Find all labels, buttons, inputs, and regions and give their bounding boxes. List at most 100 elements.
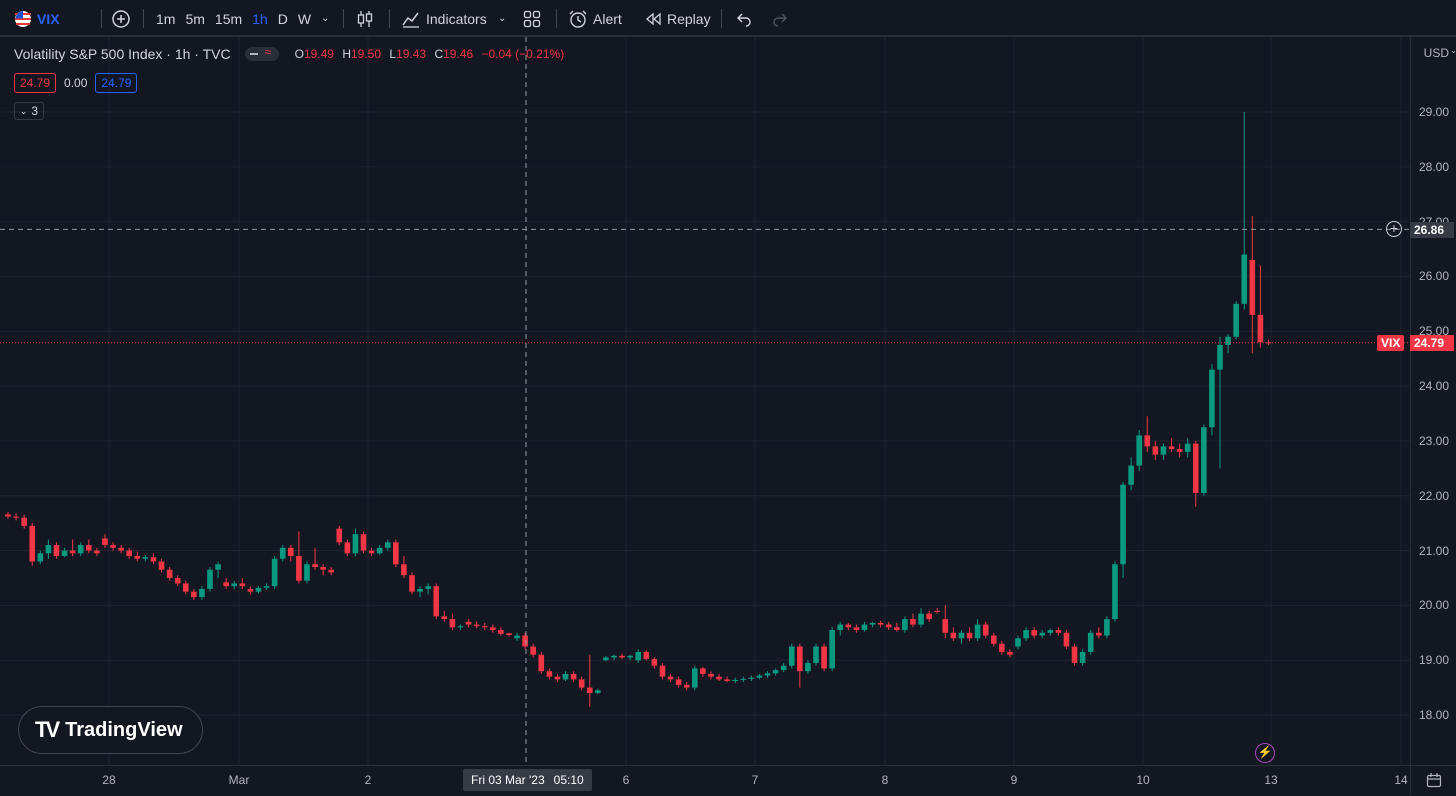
crosshair-date: Fri 03 Mar '23 [471,773,545,787]
top-toolbar: VIX 1m 5m 15m 1h D W ⌄ Indicators ⌄ [0,0,1456,37]
brand-name: TradingView [65,718,183,741]
time-tick-label: 6 [622,773,630,787]
price-axis[interactable]: USD ⌄ 29.0028.0027.0026.0025.0024.0023.0… [1410,37,1456,765]
candle-body [255,587,262,592]
price-tick-label: 21.00 [1418,543,1449,558]
indicators-collapse-button[interactable]: ⌄ 3 [14,102,44,120]
indicators-label: Indicators [426,10,487,27]
candle-body [5,514,11,517]
price-tick-label: 24.00 [1418,379,1449,394]
add-alert-plus-icon[interactable]: + [1386,221,1402,237]
candlestick-chart[interactable] [0,37,1410,765]
candle-body [506,633,512,635]
candle-body [538,654,545,672]
candle-body [368,550,375,554]
interval-1h[interactable]: 1h [252,10,268,27]
compare-symbol-button[interactable] [111,0,131,37]
candle-body [1257,314,1264,343]
time-axis[interactable]: Fri 03 Mar '23 05:10 28 Mar 2 6 7 8 9 10 13 14 [0,765,1410,796]
candle-body [918,613,924,625]
candle-body [465,621,472,625]
time-tick-label: 28 [102,773,116,787]
candle-body [490,627,496,631]
candle-body [853,627,860,631]
interval-15m[interactable]: 15m [214,10,243,27]
last-price-tag: 24.79 [1410,335,1454,351]
undo-button[interactable] [735,0,753,37]
candle-body [401,564,407,576]
time-tick-label: 9 [1010,773,1018,787]
crosshair-price-tag: 26.86 [1410,222,1454,238]
candle-body [29,525,36,562]
replay-button[interactable]: Replay [644,0,711,37]
indicators-dropdown-chevron-icon[interactable]: ⌄ [498,13,507,24]
interval-5m[interactable]: 5m [185,10,205,27]
tradingview-logo[interactable]: TV TradingView [18,706,203,754]
indicators-icon [402,12,419,28]
candle-body [69,550,76,554]
candle-body [1031,630,1037,636]
tradingview-mark-icon: TV [35,717,60,742]
candle-body [1233,303,1239,337]
candle-body [1087,632,1094,652]
indicators-button[interactable]: Indicators [401,0,487,37]
time-tick-label: 13 [1264,773,1278,787]
interval-D[interactable]: D [277,10,288,27]
currency-label[interactable]: USD [1423,46,1449,60]
candle-body [376,547,383,554]
chart-overlays [0,37,1410,765]
candle-body [910,619,916,625]
candle-body [1225,336,1231,345]
interval-dropdown-chevron-icon[interactable]: ⌄ [321,13,330,24]
candle-body [231,583,238,587]
redo-button[interactable] [771,0,789,37]
lightning-icon[interactable]: ⚡ [1255,743,1275,763]
interval-1m[interactable]: 1m [156,10,176,27]
candles-series [5,112,1272,707]
symbol-label: VIX [37,10,60,27]
currency-dropdown-chevron-icon[interactable]: ⌄ [1450,46,1456,55]
open-key: O [294,47,304,61]
candle-body [1176,449,1183,452]
candle-body [788,646,795,666]
candle-body [570,673,577,680]
candle-body [433,586,440,617]
ohlc-values: O19.49 H19.50 L19.43 C19.46 −0.04 (−0.21… [295,47,570,61]
candle-body [304,564,310,581]
candle-body [926,613,932,620]
candle-body [1152,446,1159,455]
candle-body [86,545,92,551]
bid-ask-row: 24.79 0.00 24.79 [14,73,138,93]
axis-settings-corner[interactable] [1410,765,1456,795]
close-value: 19.46 [443,47,474,61]
candle-body [635,651,642,661]
series-title[interactable]: Volatility S&P 500 Index · 1h · TVC [14,46,231,62]
candle-body [1201,427,1207,493]
candle-body [279,547,286,559]
candle-body [1217,344,1223,370]
candle-body [13,516,19,518]
price-tick-label: 29.00 [1418,105,1449,119]
candle-body [1209,369,1215,428]
legend-visibility-toggle[interactable] [244,45,279,61]
symbol-price-label: VIX [1377,335,1405,351]
plus-circle-icon [112,9,130,28]
bid-price-button[interactable]: 24.79 [14,73,57,93]
candle-body [1007,651,1013,655]
candle-body [554,676,561,680]
candle-body [982,624,989,636]
candle-body [603,657,609,661]
toolbar-divider [556,9,557,28]
ask-price-button[interactable]: 24.79 [95,73,138,93]
interval-W[interactable]: W [297,10,312,27]
candle-body [837,624,844,631]
chart-type-button[interactable] [355,0,375,37]
candle-body [611,655,617,658]
alert-button[interactable]: Alert [568,0,622,37]
candle-body [675,679,682,685]
candle-body [1144,435,1151,447]
candle-body [199,588,205,598]
candle-body [191,591,197,598]
symbol-search[interactable]: VIX [14,0,60,37]
layouts-button[interactable] [522,0,542,37]
